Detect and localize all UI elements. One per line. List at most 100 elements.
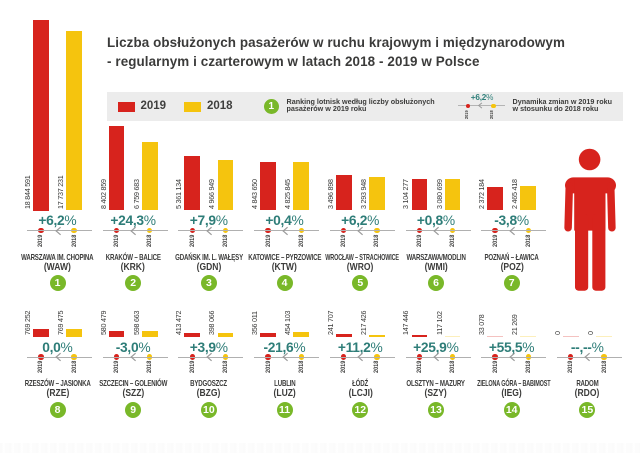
legend-mini-year-2018: 2018 bbox=[489, 109, 495, 119]
rank-badge: 13 bbox=[428, 401, 444, 418]
bar-2018 bbox=[141, 330, 158, 337]
airport-code: (GDN) bbox=[196, 261, 222, 273]
axis-year-2018: 2018 bbox=[373, 234, 381, 247]
bar-2019 bbox=[562, 335, 579, 337]
airport-code: (LCJI) bbox=[348, 388, 373, 400]
left-arrow-icon bbox=[129, 352, 137, 362]
bar-2019 bbox=[260, 161, 276, 211]
legend-dynamics-icon: +6,2% 2019 2018 bbox=[452, 92, 512, 121]
axis-year-2018: 2018 bbox=[524, 360, 532, 374]
group-axis bbox=[178, 356, 244, 358]
value-label-2018: 3 293 948 bbox=[358, 179, 368, 209]
rank-badge: 1 bbox=[49, 275, 66, 292]
airport-name: ZIELONA GÓRA – BABIMOST bbox=[476, 377, 551, 388]
bar-2019 bbox=[411, 179, 428, 211]
airport-name: RADOM bbox=[576, 377, 599, 388]
group-axis bbox=[405, 230, 471, 232]
value-label-2019: 0 bbox=[552, 331, 562, 336]
value-label-2019: 3 104 277 bbox=[401, 179, 411, 209]
bar-2018 bbox=[596, 335, 612, 337]
bar-2018 bbox=[293, 161, 310, 211]
airport-name: OLSZTYN – MAZURY bbox=[406, 377, 466, 388]
legend-mini-percent: +6,2% bbox=[470, 93, 494, 102]
axis-year-2019: 2019 bbox=[37, 360, 45, 374]
value-label-2018: 6 759 683 bbox=[131, 179, 141, 209]
bar-2018 bbox=[520, 335, 537, 337]
axis-year-2018: 2018 bbox=[222, 234, 229, 247]
airport-name: GDAŃSK IM. L. WAŁĘSY bbox=[174, 251, 243, 262]
value-label-2018: 3 080 699 bbox=[434, 179, 444, 209]
person-icon bbox=[564, 148, 616, 291]
left-arrow-icon bbox=[205, 226, 213, 236]
bar-2019 bbox=[184, 156, 201, 211]
legend-mini-dot-2019 bbox=[466, 103, 471, 108]
airport-name: SZCZECIN – GOLENIÓW bbox=[99, 377, 168, 388]
group-axis bbox=[178, 230, 244, 232]
axis-year-2019: 2019 bbox=[491, 234, 499, 247]
rank-badge: 15 bbox=[579, 401, 596, 418]
change-percent: +6,2% bbox=[341, 213, 380, 229]
airport-name: RZESZÓW – JASIONKA bbox=[24, 377, 91, 388]
rank-badge: 14 bbox=[503, 401, 520, 418]
axis-year-2019: 2019 bbox=[37, 234, 45, 247]
legend-mini-axis bbox=[458, 105, 505, 107]
change-percent: +24,3% bbox=[110, 213, 157, 229]
left-arrow-icon bbox=[356, 352, 364, 362]
value-label-2019: 147 446 bbox=[401, 311, 411, 336]
bar-2018 bbox=[217, 332, 234, 337]
airport-code: (RZE) bbox=[46, 388, 69, 400]
value-label-2019: 33 078 bbox=[477, 314, 487, 336]
axis-year-2019: 2019 bbox=[567, 360, 575, 374]
rank-badge: 7 bbox=[503, 275, 520, 292]
rank-badge: 4 bbox=[276, 275, 293, 292]
title-line1: Liczba obsłużonych pasażerów w ruchu kra… bbox=[107, 35, 565, 50]
value-label-2018: 4 966 949 bbox=[207, 179, 217, 209]
left-arrow-icon bbox=[129, 226, 137, 236]
airport-code: (POZ) bbox=[500, 261, 524, 273]
airport-code: (IEG) bbox=[501, 388, 522, 400]
bar-2019 bbox=[33, 329, 49, 337]
axis-year-2018: 2018 bbox=[297, 234, 305, 247]
group-axis bbox=[254, 230, 320, 232]
airport-code: (WRO) bbox=[347, 261, 374, 273]
value-label-2019: 3 496 898 bbox=[325, 179, 335, 209]
group-axis bbox=[329, 230, 395, 232]
bar-2019 bbox=[184, 332, 201, 337]
value-label-2019: 2 372 184 bbox=[477, 179, 487, 209]
bar-2019 bbox=[260, 333, 276, 337]
bar-2018 bbox=[369, 334, 385, 337]
left-arrow-icon bbox=[432, 352, 440, 362]
axis-year-2018: 2018 bbox=[449, 234, 457, 247]
rank-badge: 9 bbox=[125, 401, 142, 418]
axis-year-2019: 2019 bbox=[113, 360, 121, 374]
value-label-2018: 2 465 418 bbox=[510, 179, 520, 209]
value-label-2018: 17 737 231 bbox=[56, 175, 66, 209]
airport-code: (SZZ) bbox=[122, 388, 145, 400]
airport-name: WROCŁAW – STRACHOWICE bbox=[325, 251, 400, 262]
left-arrow-icon bbox=[356, 226, 364, 236]
cropped-footer-text bbox=[0, 443, 640, 453]
airport-name: ŁÓDŹ bbox=[352, 377, 369, 388]
legend-rank-note: Ranking lotnisk według liczby obsłużonyc… bbox=[286, 97, 435, 114]
value-label-2018: 21 269 bbox=[510, 314, 520, 336]
rank-badge: 2 bbox=[125, 275, 142, 292]
value-label-2018: 217 426 bbox=[358, 311, 368, 336]
group-axis bbox=[102, 230, 168, 232]
left-arrow-icon bbox=[205, 352, 213, 362]
left-arrow-icon bbox=[281, 226, 289, 236]
bar-2019 bbox=[411, 335, 428, 337]
value-label-2018: 117 102 bbox=[434, 311, 444, 336]
group-axis bbox=[102, 356, 168, 358]
value-label-2019: 580 479 bbox=[98, 311, 108, 336]
bar-2019 bbox=[335, 175, 352, 211]
bar-2019 bbox=[33, 20, 49, 211]
rank-badge: 8 bbox=[49, 401, 66, 418]
change-percent: +55,5% bbox=[488, 339, 535, 355]
airport-code: (SZY) bbox=[424, 388, 448, 400]
airport-code: (KTW) bbox=[272, 261, 298, 273]
rank-badge: 6 bbox=[428, 275, 444, 292]
airport-name: LUBLIN bbox=[273, 377, 296, 388]
value-label-2019: 356 011 bbox=[249, 311, 259, 336]
bar-2019 bbox=[108, 331, 125, 337]
bar-2018 bbox=[369, 177, 385, 211]
